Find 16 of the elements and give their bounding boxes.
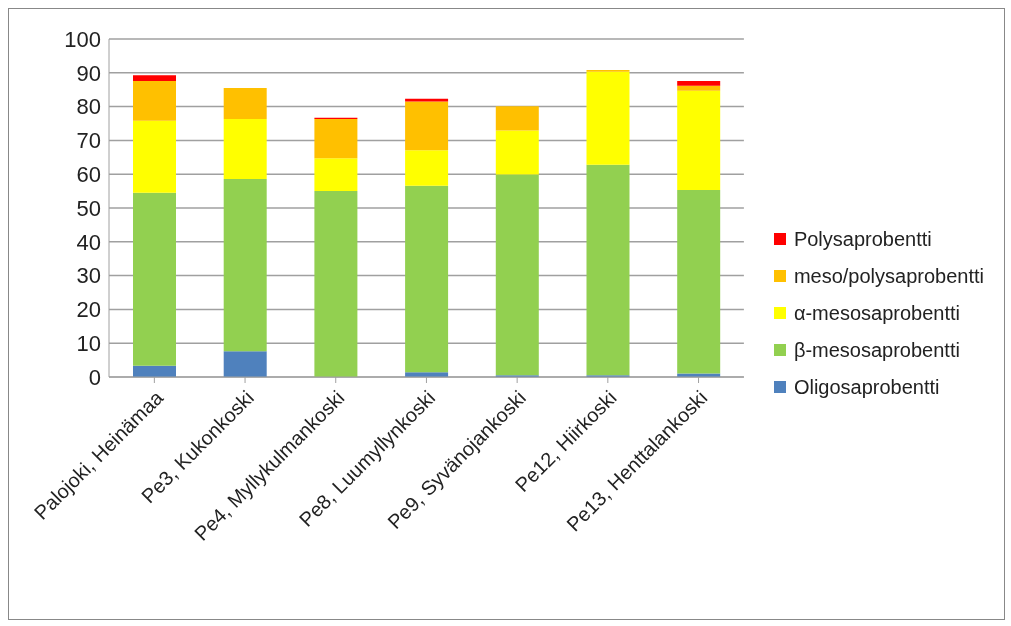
- y-tick-label: 10: [76, 331, 101, 357]
- y-tick-label: 100: [64, 26, 101, 52]
- y-tick-label: 40: [76, 229, 101, 255]
- legend-label: Polysaprobentti: [793, 227, 932, 251]
- y-tick-label: 50: [76, 195, 101, 221]
- legend-label: α-mesosaprobentti: [793, 301, 960, 325]
- y-tick-label: 80: [76, 94, 101, 120]
- y-tick-label: 60: [76, 162, 101, 188]
- y-tick-label: 0: [88, 364, 101, 390]
- legend-label: Oligosaprobentti: [793, 375, 940, 399]
- y-tick-label: 90: [76, 60, 101, 86]
- legend-label: β-mesosaprobentti: [793, 338, 960, 362]
- y-tick-label: 70: [76, 128, 101, 154]
- y-tick-label: 20: [76, 297, 101, 323]
- legend-label: meso/polysaprobentti: [793, 264, 984, 288]
- y-tick-label: 30: [76, 263, 101, 289]
